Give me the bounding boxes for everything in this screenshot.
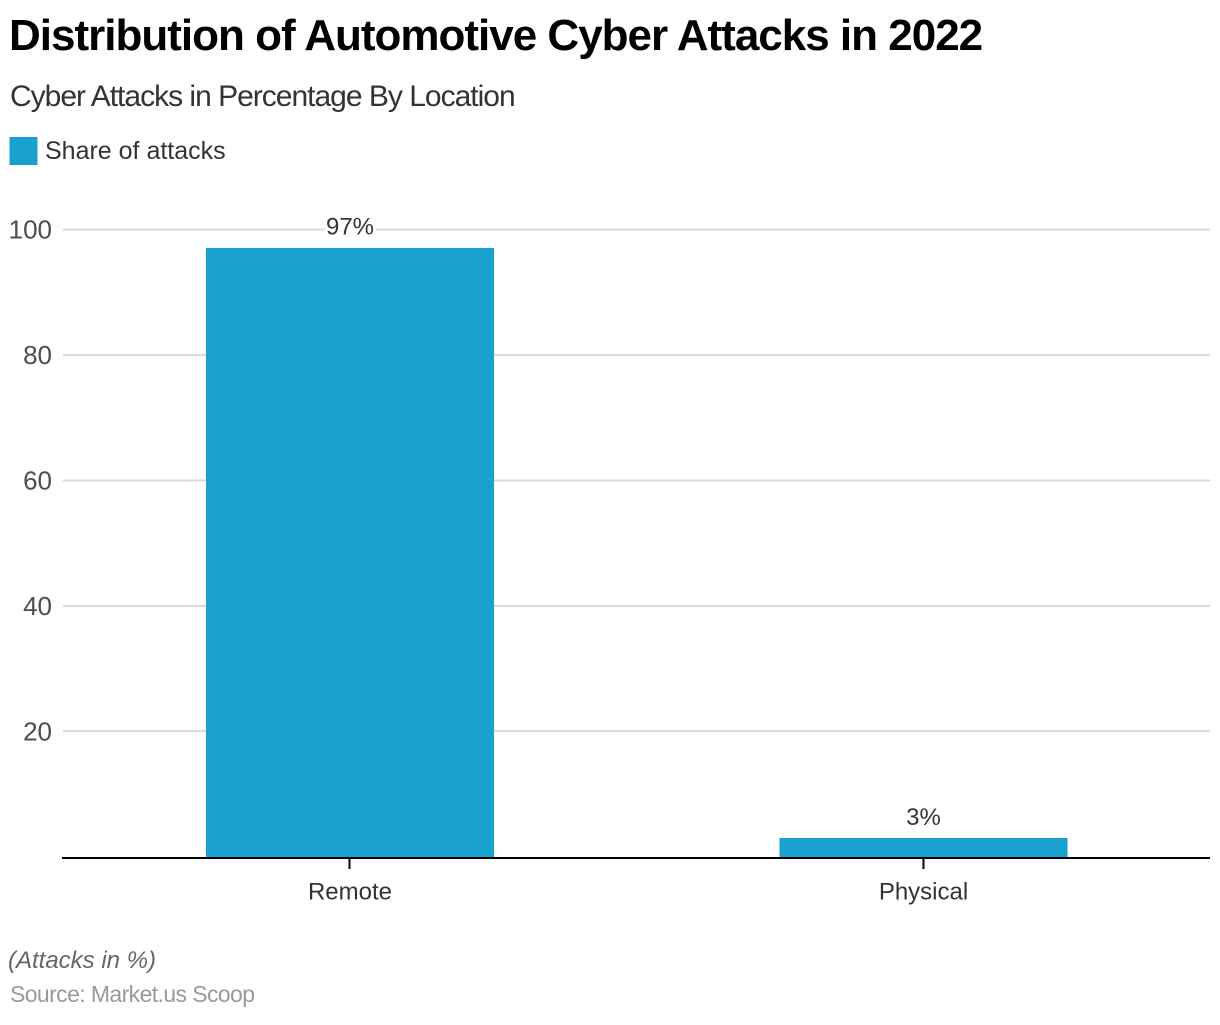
svg-text:97%: 97% (326, 213, 374, 240)
svg-text:Source: Market.us Scoop: Source: Market.us Scoop (10, 981, 254, 1007)
svg-text:60: 60 (23, 466, 52, 496)
svg-text:Cyber Attacks in Percentage By: Cyber Attacks in Percentage By Location (10, 80, 515, 113)
svg-text:(Attacks in %): (Attacks in %) (8, 947, 156, 974)
svg-text:100: 100 (9, 215, 52, 245)
svg-text:3%: 3% (906, 804, 941, 831)
svg-text:Physical: Physical (879, 879, 968, 906)
svg-text:Distribution of Automotive Cyb: Distribution of Automotive Cyber Attacks… (9, 11, 982, 60)
svg-text:Share of attacks: Share of attacks (45, 137, 226, 165)
svg-text:Remote: Remote (308, 879, 392, 906)
svg-text:20: 20 (23, 717, 52, 747)
svg-text:40: 40 (23, 591, 52, 621)
svg-text:80: 80 (23, 340, 52, 370)
